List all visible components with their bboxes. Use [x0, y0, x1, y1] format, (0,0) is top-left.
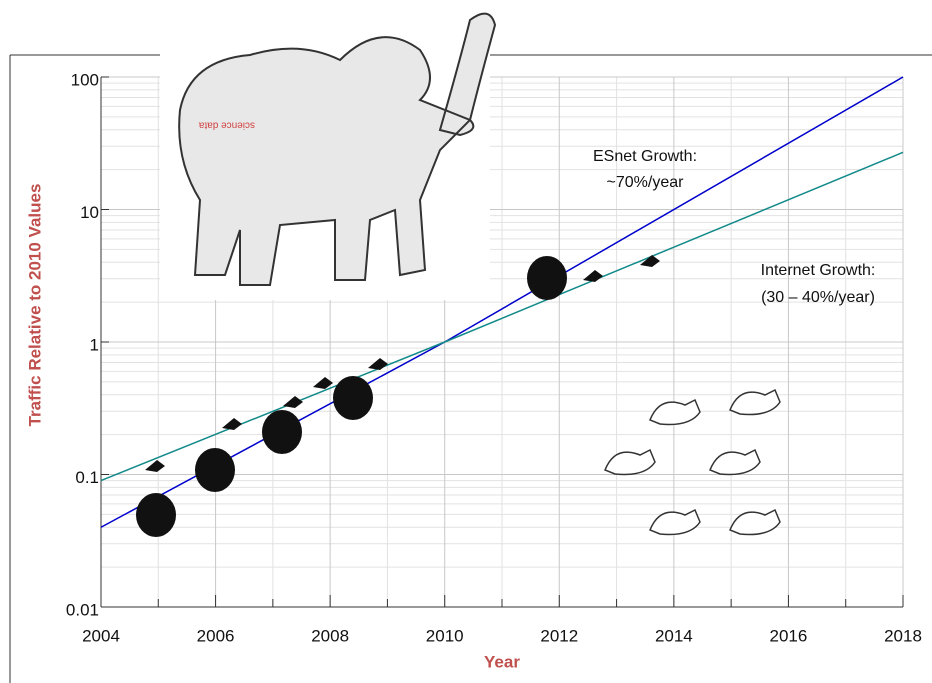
x-tick-label: 2010	[426, 626, 464, 645]
y-axis-label: Traffic Relative to 2010 Values	[25, 184, 44, 427]
x-tick-label: 2012	[540, 626, 578, 645]
y-tick-label: 100	[71, 70, 99, 89]
x-tick-label: 2008	[311, 626, 349, 645]
x-tick-label: 2006	[197, 626, 235, 645]
annotation: ~70%/year	[607, 174, 685, 191]
x-tick-label: 2014	[655, 626, 693, 645]
annotation: (30 – 40%/year)	[761, 289, 875, 306]
y-tick-label: 0.1	[75, 468, 99, 487]
annotation: ESnet Growth:	[593, 148, 697, 165]
x-tick-label: 2018	[884, 626, 922, 645]
x-tick-label: 2016	[770, 626, 808, 645]
mice	[604, 388, 781, 536]
x-axis-label: Year	[484, 652, 520, 671]
annotation: Internet Growth:	[761, 262, 876, 279]
y-tick-label: 0.01	[66, 600, 99, 619]
footprints	[136, 255, 660, 537]
elephant-illustration: science data	[160, 0, 497, 300]
y-tick-label: 1	[90, 335, 99, 354]
series-line	[100, 151, 904, 482]
y-tick-label: 10	[80, 203, 99, 222]
x-tick-label: 2004	[82, 626, 120, 645]
svg-text:science data: science data	[198, 119, 255, 130]
